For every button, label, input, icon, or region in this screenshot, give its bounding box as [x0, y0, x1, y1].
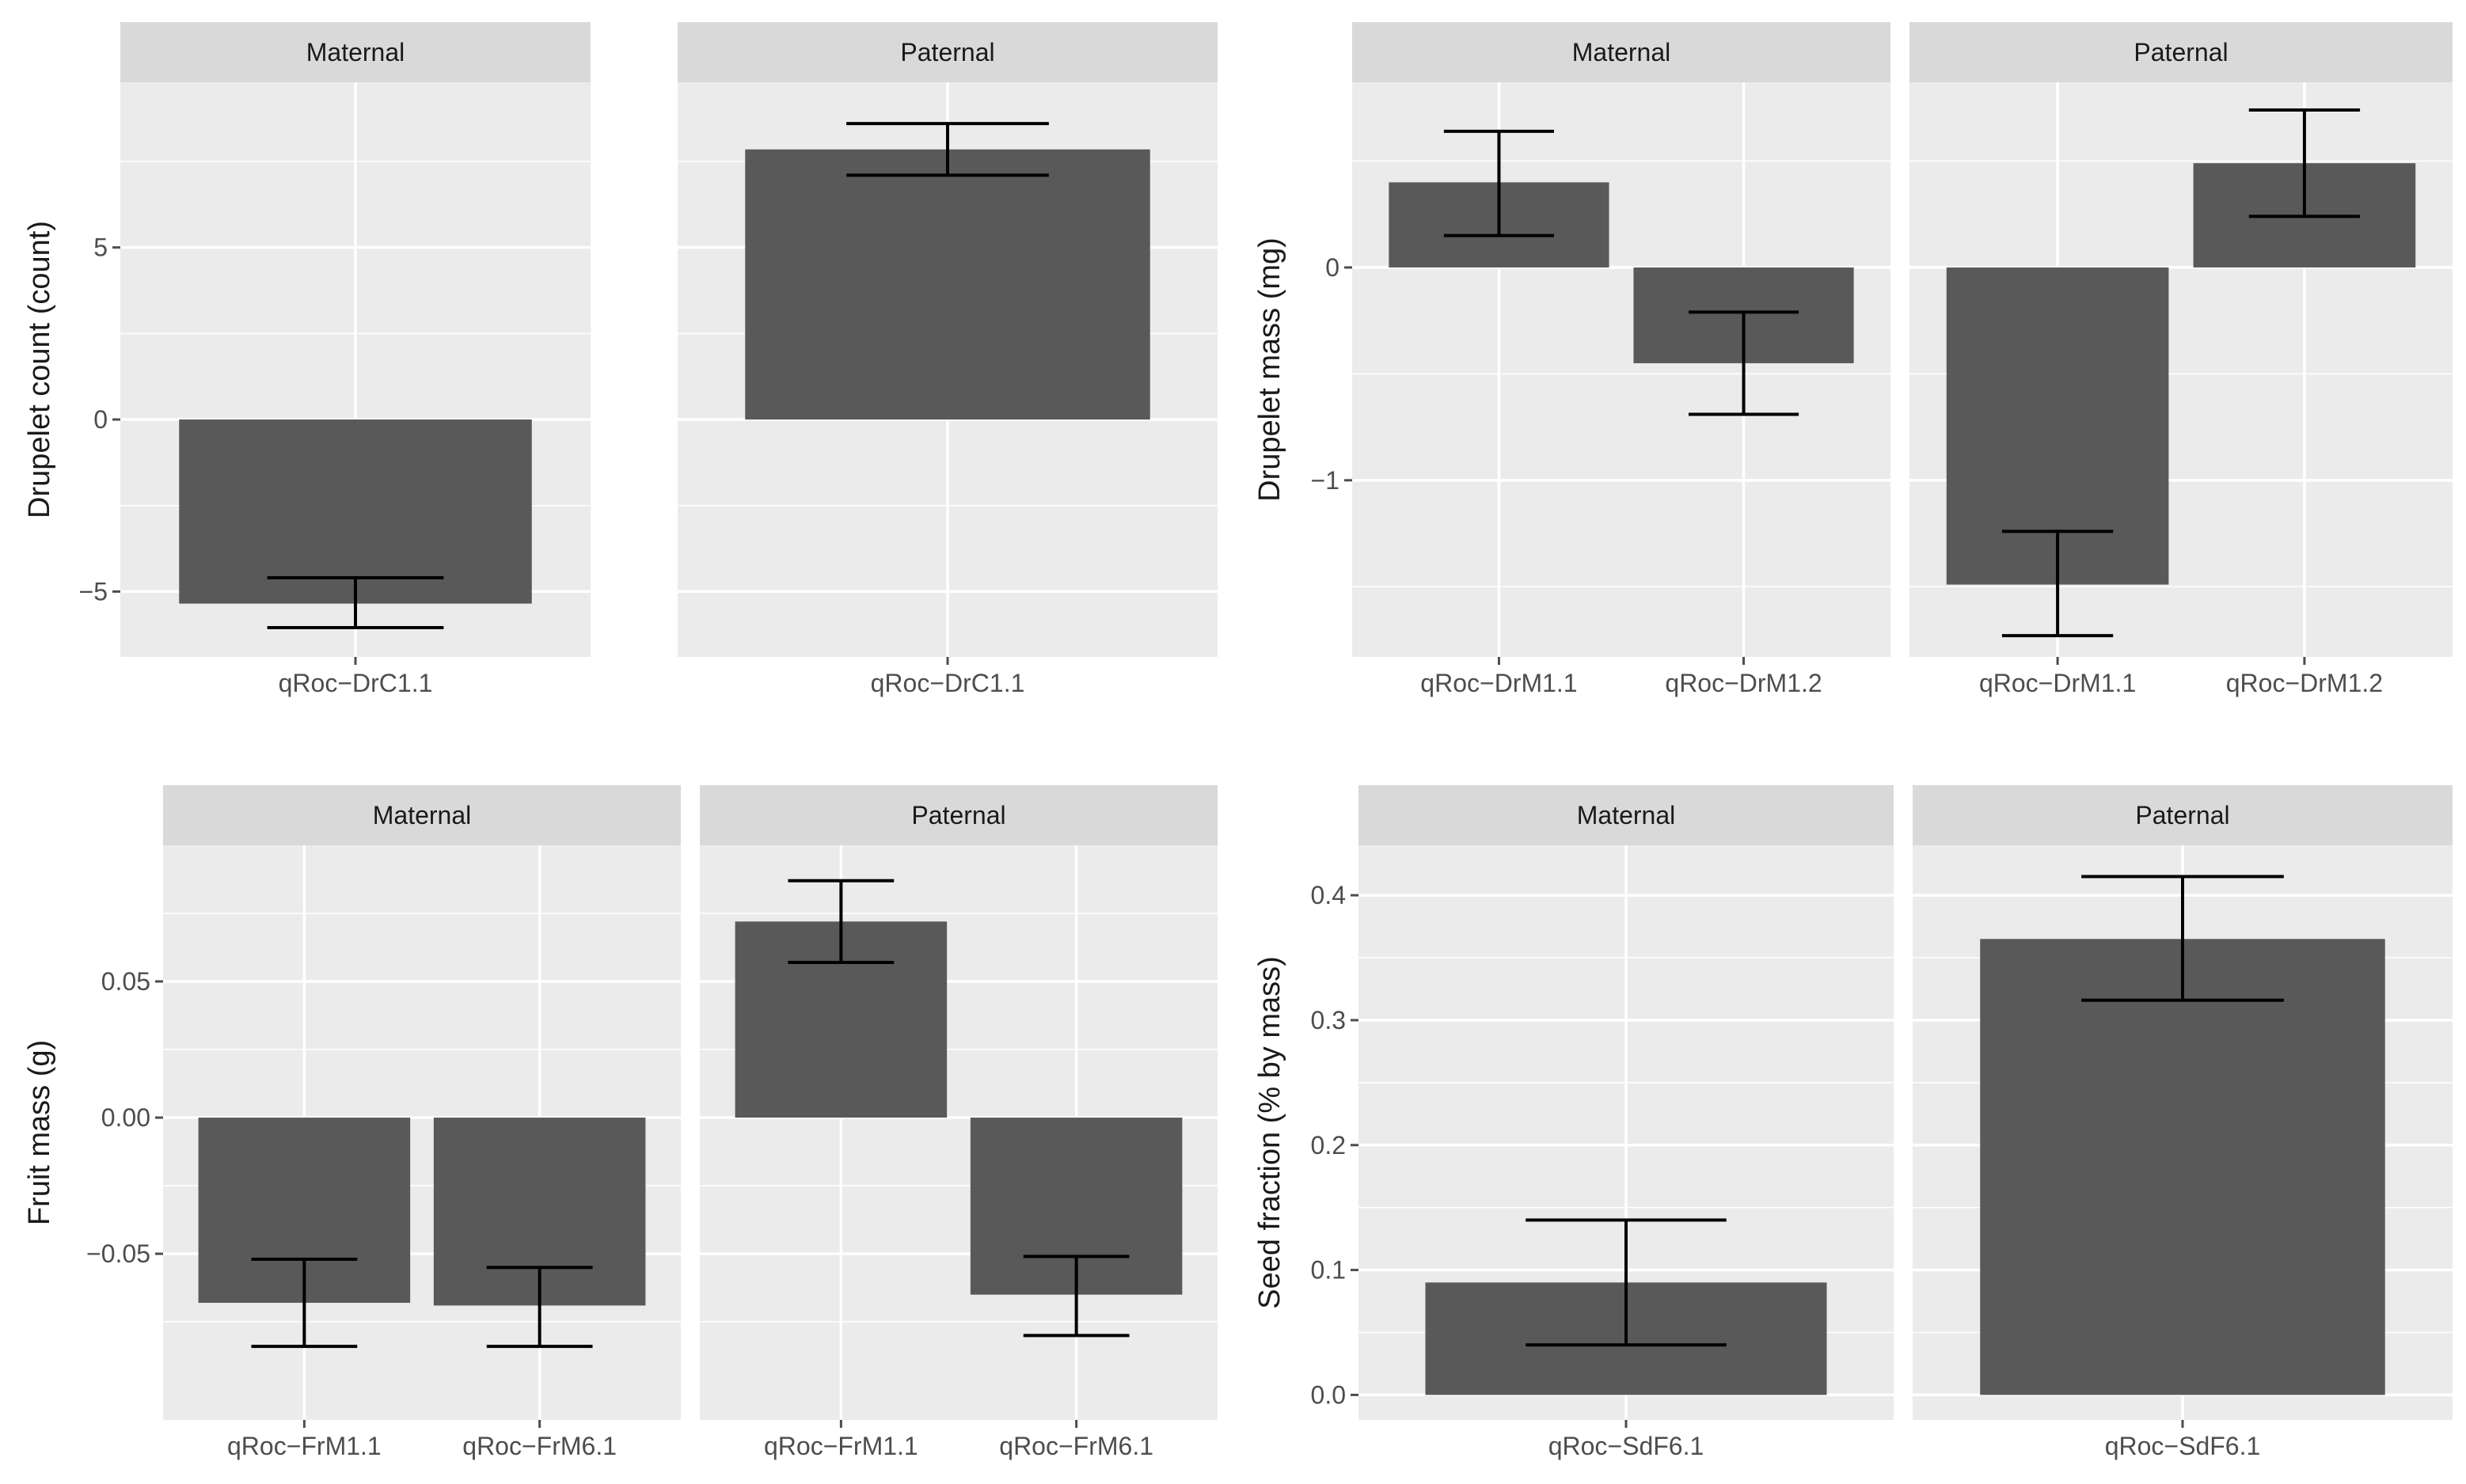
bar [1980, 939, 2385, 1395]
facet-strip [678, 22, 1218, 82]
panel-background [1352, 82, 1890, 657]
chart-seed-fraction: Maternal qRoc−SdF6.1 0.0 0.1 0.2 0.3 0.4 Patern… [1253, 785, 2453, 1460]
y-axis-title: Drupelet mass (mg) [1253, 237, 1286, 502]
facet-strip [1913, 785, 2453, 845]
y-tick-label: 0.3 [1311, 1006, 1346, 1034]
facet-strip-label: Paternal [2134, 38, 2228, 66]
facet-maternal: Maternal qRoc−FrM1.1 qRoc−FrM6.1 [163, 785, 681, 1460]
x-tick-label: qRoc−SdF6.1 [1548, 1432, 1704, 1460]
y-axis-title: Seed fraction (% by mass) [1253, 956, 1286, 1309]
facet-strip [1909, 22, 2453, 82]
x-tick-label: qRoc−DrC1.1 [871, 669, 1025, 697]
facet-paternal: Paternal qRoc−FrM1.1 qRoc−FrM6.1 [700, 785, 1218, 1460]
facet-strip-label: Maternal [373, 801, 472, 829]
y-tick-label: 0.1 [1311, 1256, 1346, 1285]
y-axis-title: Drupelet count (count) [23, 221, 56, 518]
chart-drupelet-count: Maternal qRoc−DrC1.1 −5 0 5 Paternal qRoc−DrC1… [23, 22, 1218, 697]
x-tick-label: qRoc−FrM6.1 [462, 1432, 617, 1460]
chart-drupelet-mass: Maternal qRoc−DrM1.1 qRoc−DrM1.2 −1 0 Paterna… [1253, 22, 2453, 697]
y-tick-label: −1 [1311, 466, 1339, 495]
facet-paternal: Paternal qRoc−DrC1.1 [678, 22, 1218, 697]
x-tick-label: qRoc−DrM1.2 [1665, 669, 1822, 697]
x-tick-label: qRoc−SdF6.1 [2105, 1432, 2261, 1460]
y-axis-title: Fruit mass (g) [23, 1040, 56, 1225]
y-tick-label: 0.0 [1311, 1380, 1346, 1409]
facet-paternal: Paternal qRoc−DrM1.1 qRoc−DrM1.2 [1909, 22, 2453, 697]
facet-maternal: Maternal qRoc−SdF6.1 [1358, 785, 1894, 1460]
x-tick-label: qRoc−FrM1.1 [227, 1432, 382, 1460]
facet-strip [700, 785, 1218, 845]
x-tick-label: qRoc−FrM1.1 [764, 1432, 918, 1460]
x-tick-label: qRoc−DrM1.1 [1979, 669, 2136, 697]
bar [179, 419, 532, 604]
facet-strip-label: Maternal [1577, 801, 1676, 829]
facet-maternal: Maternal qRoc−DrC1.1 [120, 22, 591, 697]
chart-fruit-mass: Maternal qRoc−FrM1.1 qRoc−FrM6.1 −0.05 0.00 0… [23, 785, 1218, 1460]
facet-strip-label: Paternal [900, 38, 994, 66]
facet-maternal: Maternal qRoc−DrM1.1 qRoc−DrM1.2 [1352, 22, 1890, 697]
facet-strip-label: Paternal [2135, 801, 2229, 829]
y-tick-label: 0.4 [1311, 881, 1346, 909]
facet-strip [120, 22, 591, 82]
x-tick-label: qRoc−FrM6.1 [999, 1432, 1153, 1460]
facet-strip [163, 785, 681, 845]
y-tick-label: 5 [93, 233, 108, 262]
x-tick-label: qRoc−DrM1.1 [1420, 669, 1577, 697]
facet-paternal: Paternal qRoc−SdF6.1 [1913, 785, 2453, 1460]
y-tick-label: −0.05 [86, 1239, 150, 1268]
facet-strip-label: Paternal [911, 801, 1005, 829]
x-tick-label: qRoc−DrM1.2 [2226, 669, 2383, 697]
facet-strip [1358, 785, 1894, 845]
facet-strip-label: Maternal [306, 38, 405, 66]
y-tick-label: 0 [1325, 253, 1339, 282]
y-tick-label: −5 [79, 577, 108, 605]
y-tick-label: 0.00 [101, 1103, 150, 1132]
bar [745, 149, 1150, 420]
y-tick-label: 0 [93, 405, 108, 434]
facet-strip [1352, 22, 1890, 82]
facet-strip-label: Maternal [1572, 38, 1671, 66]
y-tick-label: 0.2 [1311, 1131, 1346, 1159]
y-tick-label: 0.05 [101, 967, 150, 996]
x-tick-label: qRoc−DrC1.1 [279, 669, 433, 697]
